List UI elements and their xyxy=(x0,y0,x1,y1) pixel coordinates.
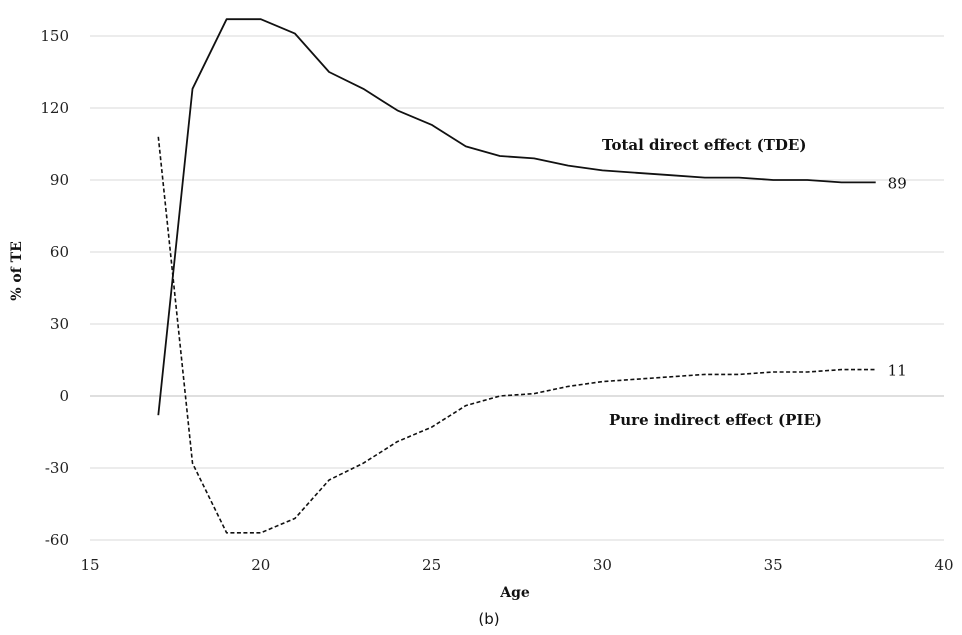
y-tick-label: 90 xyxy=(50,171,69,189)
figure-caption: (b) xyxy=(478,610,499,628)
gridlines xyxy=(90,35,944,541)
series-labels: 89 11 xyxy=(888,174,907,379)
x-tick-label: 20 xyxy=(251,556,270,574)
y-tick-label: -30 xyxy=(45,459,69,477)
y-tick-label: -60 xyxy=(45,531,69,549)
y-tick-label: 30 xyxy=(50,315,69,333)
y-axis-title: % of TE xyxy=(9,241,25,301)
x-tick-labels: 15 20 25 30 35 40 xyxy=(80,556,953,574)
x-tick-label: 30 xyxy=(593,556,612,574)
series-line-tde xyxy=(157,18,876,416)
x-tick-label: 15 xyxy=(80,556,99,574)
end-value-label-tde: 89 xyxy=(888,174,907,192)
y-tick-labels: -60 -30 0 30 60 90 120 150 xyxy=(40,27,69,549)
x-tick-label: 40 xyxy=(934,556,953,574)
series-label-pie: Pure indirect effect (PIE) xyxy=(609,411,822,429)
y-tick-label: 150 xyxy=(40,27,69,45)
x-axis-title: Age xyxy=(499,585,530,601)
x-tick-label: 35 xyxy=(764,556,783,574)
y-tick-label: 0 xyxy=(59,387,69,405)
x-tick-label: 25 xyxy=(422,556,441,574)
end-value-label-pie: 11 xyxy=(888,362,907,380)
series-lines xyxy=(157,18,876,534)
series-label-tde: Total direct effect (TDE) xyxy=(602,136,806,154)
y-tick-label: 120 xyxy=(40,99,69,117)
series-line-pie xyxy=(157,136,876,534)
y-tick-label: 60 xyxy=(50,243,69,261)
